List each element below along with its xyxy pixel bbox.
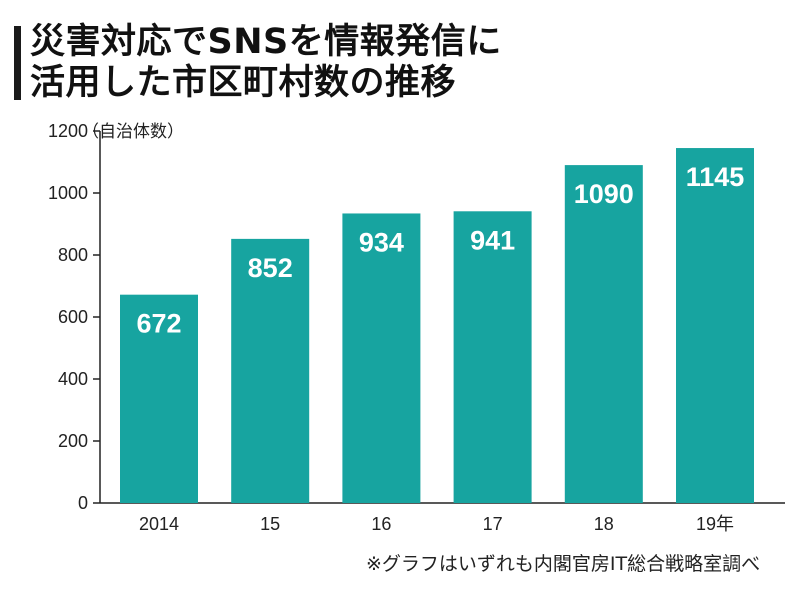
- x-tick-label: 18: [594, 514, 614, 534]
- bar-19年: [676, 148, 754, 504]
- bar-2014: [120, 294, 198, 503]
- x-tick-label: 17: [483, 514, 503, 534]
- bar-value-label: 1145: [686, 162, 745, 192]
- y-tick-label: 1000: [48, 183, 88, 203]
- y-tick-label: 0: [78, 493, 88, 513]
- bar-value-label: 852: [248, 253, 293, 283]
- title-accent-bar: [14, 26, 21, 100]
- x-tick-label: 15: [260, 514, 280, 534]
- chart-title-line-2: 活用した市区町村数の推移: [30, 63, 457, 103]
- y-tick-label: 200: [58, 431, 88, 451]
- y-axis-unit-label: （自治体数）: [82, 122, 184, 142]
- bar-value-label: 941: [470, 225, 515, 255]
- x-tick-label: 2014: [139, 514, 179, 534]
- source-note: ※グラフはいずれも内閣官房IT総合戦略室調べ: [366, 553, 761, 575]
- bar-18: [564, 165, 643, 503]
- chart-title-line-1: 災害対応でSNSを情報発信に: [30, 22, 502, 62]
- bar-16: [342, 213, 421, 503]
- bar-value-label: 1090: [574, 179, 634, 209]
- x-tick-label: 16: [371, 514, 391, 534]
- y-tick-label: 800: [58, 245, 88, 265]
- bar-17: [453, 211, 532, 504]
- chart-title: 災害対応でSNSを情報発信に 活用した市区町村数の推移: [30, 22, 502, 104]
- bar-15: [231, 238, 310, 503]
- x-tick-label: 19年: [696, 514, 734, 534]
- y-tick-label: 600: [58, 307, 88, 327]
- y-tick-label: 400: [58, 369, 88, 389]
- y-tick-label: 1200: [48, 121, 88, 141]
- bar-value-label: 934: [359, 227, 404, 257]
- bar-value-label: 672: [136, 309, 181, 339]
